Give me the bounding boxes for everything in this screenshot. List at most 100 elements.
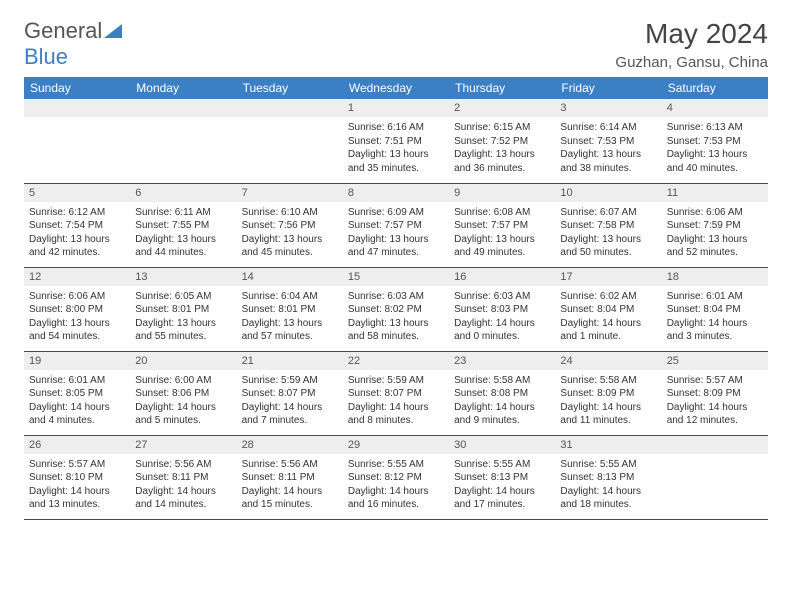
- day-number: 19: [24, 352, 130, 370]
- day-number: 31: [555, 436, 661, 454]
- day-details: Sunrise: 6:14 AMSunset: 7:53 PMDaylight:…: [555, 117, 661, 181]
- day-details: Sunrise: 6:01 AMSunset: 8:05 PMDaylight:…: [24, 370, 130, 434]
- day-number: 28: [237, 436, 343, 454]
- location: Guzhan, Gansu, China: [615, 54, 768, 71]
- day-number: 24: [555, 352, 661, 370]
- calendar-cell: 14Sunrise: 6:04 AMSunset: 8:01 PMDayligh…: [237, 267, 343, 351]
- day-number: 1: [343, 99, 449, 117]
- day-details: Sunrise: 5:59 AMSunset: 8:07 PMDaylight:…: [343, 370, 449, 434]
- day-number: 25: [662, 352, 768, 370]
- calendar-cell: 4Sunrise: 6:13 AMSunset: 7:53 PMDaylight…: [662, 99, 768, 183]
- weekday-header: Tuesday: [237, 77, 343, 99]
- logo: General: [24, 18, 124, 44]
- calendar-cell: 18Sunrise: 6:01 AMSunset: 8:04 PMDayligh…: [662, 267, 768, 351]
- calendar-cell: 7Sunrise: 6:10 AMSunset: 7:56 PMDaylight…: [237, 183, 343, 267]
- day-details: Sunrise: 6:09 AMSunset: 7:57 PMDaylight:…: [343, 202, 449, 266]
- day-details: Sunrise: 6:03 AMSunset: 8:03 PMDaylight:…: [449, 286, 555, 350]
- title-block: May 2024 Guzhan, Gansu, China: [615, 18, 768, 71]
- day-details: Sunrise: 6:12 AMSunset: 7:54 PMDaylight:…: [24, 202, 130, 266]
- day-number: 29: [343, 436, 449, 454]
- calendar-cell: 22Sunrise: 5:59 AMSunset: 8:07 PMDayligh…: [343, 351, 449, 435]
- day-number: 30: [449, 436, 555, 454]
- calendar-cell: 29Sunrise: 5:55 AMSunset: 8:12 PMDayligh…: [343, 435, 449, 519]
- day-number: 8: [343, 184, 449, 202]
- day-details: Sunrise: 5:56 AMSunset: 8:11 PMDaylight:…: [237, 454, 343, 518]
- calendar-cell: 31Sunrise: 5:55 AMSunset: 8:13 PMDayligh…: [555, 435, 661, 519]
- day-details: Sunrise: 6:05 AMSunset: 8:01 PMDaylight:…: [130, 286, 236, 350]
- logo-word2: Blue: [24, 44, 68, 70]
- weekday-header: Saturday: [662, 77, 768, 99]
- sail-icon: [104, 18, 124, 44]
- day-number-empty: [24, 99, 130, 117]
- day-number: 10: [555, 184, 661, 202]
- day-number: 14: [237, 268, 343, 286]
- day-number: 3: [555, 99, 661, 117]
- day-details: Sunrise: 5:58 AMSunset: 8:09 PMDaylight:…: [555, 370, 661, 434]
- calendar-cell: 8Sunrise: 6:09 AMSunset: 7:57 PMDaylight…: [343, 183, 449, 267]
- calendar-cell: [237, 99, 343, 183]
- calendar-head: SundayMondayTuesdayWednesdayThursdayFrid…: [24, 77, 768, 99]
- calendar-cell: 11Sunrise: 6:06 AMSunset: 7:59 PMDayligh…: [662, 183, 768, 267]
- day-details: Sunrise: 6:03 AMSunset: 8:02 PMDaylight:…: [343, 286, 449, 350]
- day-details: Sunrise: 6:00 AMSunset: 8:06 PMDaylight:…: [130, 370, 236, 434]
- day-number: 9: [449, 184, 555, 202]
- calendar-row: 1Sunrise: 6:16 AMSunset: 7:51 PMDaylight…: [24, 99, 768, 183]
- day-details: Sunrise: 6:10 AMSunset: 7:56 PMDaylight:…: [237, 202, 343, 266]
- calendar-cell: 12Sunrise: 6:06 AMSunset: 8:00 PMDayligh…: [24, 267, 130, 351]
- calendar-cell: 6Sunrise: 6:11 AMSunset: 7:55 PMDaylight…: [130, 183, 236, 267]
- day-details: Sunrise: 6:02 AMSunset: 8:04 PMDaylight:…: [555, 286, 661, 350]
- day-details: Sunrise: 5:55 AMSunset: 8:13 PMDaylight:…: [555, 454, 661, 518]
- calendar-row: 19Sunrise: 6:01 AMSunset: 8:05 PMDayligh…: [24, 351, 768, 435]
- calendar-cell: 17Sunrise: 6:02 AMSunset: 8:04 PMDayligh…: [555, 267, 661, 351]
- day-details: Sunrise: 5:57 AMSunset: 8:10 PMDaylight:…: [24, 454, 130, 518]
- day-number: 21: [237, 352, 343, 370]
- day-number: 27: [130, 436, 236, 454]
- day-number-empty: [662, 436, 768, 454]
- calendar-cell: [24, 99, 130, 183]
- weekday-header: Thursday: [449, 77, 555, 99]
- calendar-cell: 21Sunrise: 5:59 AMSunset: 8:07 PMDayligh…: [237, 351, 343, 435]
- day-number: 16: [449, 268, 555, 286]
- day-details: Sunrise: 5:58 AMSunset: 8:08 PMDaylight:…: [449, 370, 555, 434]
- day-details: Sunrise: 6:16 AMSunset: 7:51 PMDaylight:…: [343, 117, 449, 181]
- calendar-cell: 23Sunrise: 5:58 AMSunset: 8:08 PMDayligh…: [449, 351, 555, 435]
- day-number: 20: [130, 352, 236, 370]
- day-number: 26: [24, 436, 130, 454]
- day-details: Sunrise: 6:15 AMSunset: 7:52 PMDaylight:…: [449, 117, 555, 181]
- day-details: Sunrise: 6:11 AMSunset: 7:55 PMDaylight:…: [130, 202, 236, 266]
- day-details: Sunrise: 6:06 AMSunset: 7:59 PMDaylight:…: [662, 202, 768, 266]
- day-number: 15: [343, 268, 449, 286]
- calendar-cell: 15Sunrise: 6:03 AMSunset: 8:02 PMDayligh…: [343, 267, 449, 351]
- weekday-header: Friday: [555, 77, 661, 99]
- calendar-cell: 3Sunrise: 6:14 AMSunset: 7:53 PMDaylight…: [555, 99, 661, 183]
- day-number: 2: [449, 99, 555, 117]
- day-details: Sunrise: 5:57 AMSunset: 8:09 PMDaylight:…: [662, 370, 768, 434]
- calendar-row: 26Sunrise: 5:57 AMSunset: 8:10 PMDayligh…: [24, 435, 768, 519]
- day-number-empty: [130, 99, 236, 117]
- day-number: 17: [555, 268, 661, 286]
- calendar-cell: 30Sunrise: 5:55 AMSunset: 8:13 PMDayligh…: [449, 435, 555, 519]
- day-details: Sunrise: 5:55 AMSunset: 8:13 PMDaylight:…: [449, 454, 555, 518]
- day-number: 7: [237, 184, 343, 202]
- day-number: 23: [449, 352, 555, 370]
- calendar-cell: 16Sunrise: 6:03 AMSunset: 8:03 PMDayligh…: [449, 267, 555, 351]
- calendar-cell: 19Sunrise: 6:01 AMSunset: 8:05 PMDayligh…: [24, 351, 130, 435]
- day-number: 12: [24, 268, 130, 286]
- calendar-cell: [662, 435, 768, 519]
- calendar-table: SundayMondayTuesdayWednesdayThursdayFrid…: [24, 77, 768, 520]
- weekday-header: Sunday: [24, 77, 130, 99]
- day-number: 4: [662, 99, 768, 117]
- day-number: 22: [343, 352, 449, 370]
- day-details: Sunrise: 5:55 AMSunset: 8:12 PMDaylight:…: [343, 454, 449, 518]
- day-details: Sunrise: 6:01 AMSunset: 8:04 PMDaylight:…: [662, 286, 768, 350]
- day-details: Sunrise: 6:13 AMSunset: 7:53 PMDaylight:…: [662, 117, 768, 181]
- calendar-row: 5Sunrise: 6:12 AMSunset: 7:54 PMDaylight…: [24, 183, 768, 267]
- day-details: Sunrise: 5:56 AMSunset: 8:11 PMDaylight:…: [130, 454, 236, 518]
- logo-word1: General: [24, 18, 102, 44]
- calendar-cell: 25Sunrise: 5:57 AMSunset: 8:09 PMDayligh…: [662, 351, 768, 435]
- day-details: Sunrise: 5:59 AMSunset: 8:07 PMDaylight:…: [237, 370, 343, 434]
- month-title: May 2024: [615, 18, 768, 50]
- day-number: 6: [130, 184, 236, 202]
- day-number: 5: [24, 184, 130, 202]
- calendar-cell: 10Sunrise: 6:07 AMSunset: 7:58 PMDayligh…: [555, 183, 661, 267]
